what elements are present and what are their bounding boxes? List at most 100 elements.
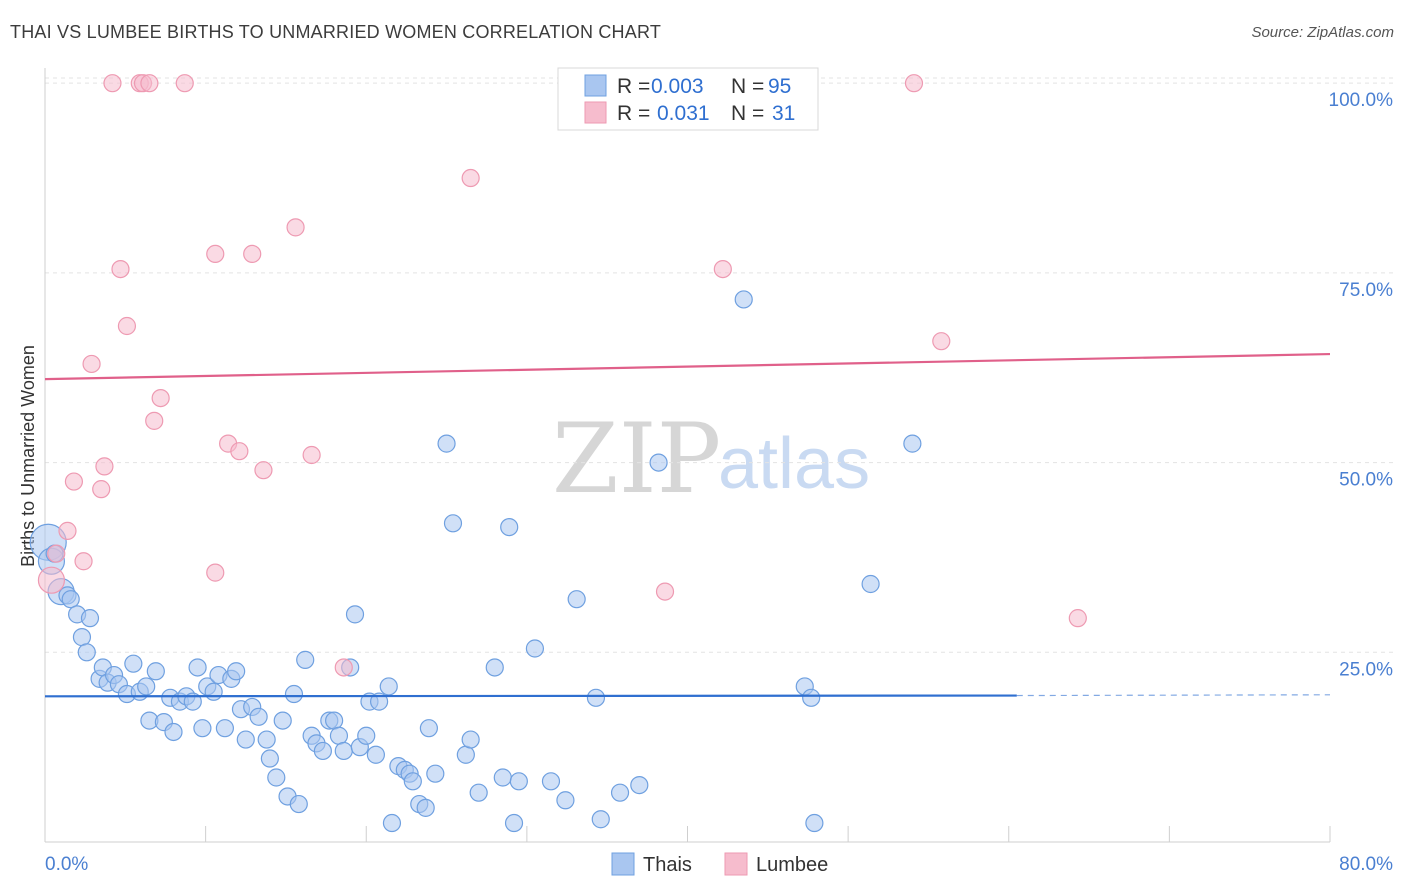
point-lumbee bbox=[655, 582, 675, 601]
legend-r-label-lumbee: R = bbox=[617, 102, 650, 125]
y-axis-label: Births to Unmarried Women bbox=[18, 345, 38, 567]
data-points bbox=[29, 74, 1087, 833]
point-lumbee bbox=[461, 168, 480, 188]
point-thais bbox=[403, 772, 422, 791]
point-thais bbox=[610, 783, 630, 802]
point-thais bbox=[236, 730, 255, 749]
point-thais bbox=[188, 658, 207, 677]
point-thais bbox=[567, 590, 586, 609]
point-lumbee bbox=[286, 218, 305, 237]
watermark-zip: ZIP bbox=[552, 403, 721, 515]
point-thais bbox=[802, 688, 821, 707]
point-thais bbox=[146, 662, 165, 681]
point-lumbee bbox=[82, 354, 101, 374]
legend-n-label-thais: N = bbox=[731, 75, 764, 98]
point-thais bbox=[443, 514, 463, 533]
legend-r-label-thais: R = bbox=[617, 75, 650, 98]
series-label-lumbee: Lumbee bbox=[756, 854, 828, 876]
legend-n-value-lumbee: 31 bbox=[772, 102, 795, 125]
legend-n-value-thais: 95 bbox=[768, 75, 791, 98]
point-thais bbox=[416, 798, 435, 817]
point-lumbee bbox=[47, 544, 66, 563]
point-lumbee bbox=[230, 442, 249, 461]
point-lumbee bbox=[58, 521, 77, 540]
legend-r-value-lumbee: 0.031 bbox=[657, 102, 710, 125]
point-lumbee bbox=[117, 316, 137, 336]
point-thais bbox=[379, 677, 398, 696]
point-lumbee bbox=[932, 332, 951, 351]
point-lumbee bbox=[92, 480, 111, 499]
point-thais bbox=[164, 722, 183, 742]
point-lumbee bbox=[254, 461, 273, 480]
x-ticks bbox=[205, 826, 1331, 842]
series-legend: Thais Lumbee bbox=[611, 852, 828, 876]
trend-line-thais bbox=[44, 694, 1017, 698]
point-thais bbox=[227, 662, 246, 681]
point-thais bbox=[504, 813, 524, 833]
y-tick-label: 50.0% bbox=[1339, 470, 1393, 491]
source-label: Source: ZipAtlas.com bbox=[1251, 24, 1394, 41]
point-lumbee bbox=[302, 445, 321, 465]
point-thais bbox=[183, 692, 202, 711]
point-thais bbox=[366, 745, 385, 764]
point-thais bbox=[493, 768, 512, 787]
point-thais bbox=[273, 711, 292, 730]
watermark-atlas: atlas bbox=[718, 424, 870, 504]
stats-legend: R = 0.003 N = 95 R = 0.031 N = 31 bbox=[557, 67, 819, 131]
point-lumbee bbox=[243, 244, 262, 264]
trend-extension-thais bbox=[1016, 694, 1331, 697]
point-thais bbox=[284, 684, 304, 704]
point-thais bbox=[419, 719, 438, 738]
trend-line-lumbee bbox=[44, 352, 1331, 381]
point-thais bbox=[61, 590, 80, 609]
point-thais bbox=[72, 628, 92, 647]
point-lumbee bbox=[175, 74, 194, 93]
point-thais bbox=[80, 609, 100, 628]
point-thais bbox=[124, 654, 143, 673]
point-thais bbox=[193, 719, 212, 738]
point-thais bbox=[249, 707, 268, 726]
point-thais bbox=[469, 783, 488, 802]
x-tick-label-max: 80.0% bbox=[1339, 854, 1393, 875]
point-thais bbox=[325, 711, 344, 730]
point-thais bbox=[541, 772, 561, 791]
point-lumbee bbox=[1068, 609, 1087, 628]
point-thais bbox=[525, 639, 545, 658]
legend-n-label-lumbee: N = bbox=[731, 102, 764, 125]
point-thais bbox=[329, 726, 349, 745]
point-lumbee bbox=[904, 74, 924, 93]
point-lumbee bbox=[145, 411, 164, 430]
point-thais bbox=[357, 726, 376, 745]
point-thais bbox=[370, 692, 389, 711]
point-thais bbox=[649, 453, 668, 472]
point-thais bbox=[509, 772, 528, 791]
point-thais bbox=[586, 688, 606, 707]
point-thais bbox=[630, 775, 649, 795]
point-thais bbox=[215, 719, 234, 738]
point-thais bbox=[805, 813, 824, 833]
point-thais bbox=[556, 791, 575, 810]
legend-swatch-lumbee bbox=[584, 101, 607, 124]
y-tick-label: 25.0% bbox=[1339, 659, 1393, 680]
watermark: ZIP atlas bbox=[552, 403, 870, 515]
series-swatch-thais bbox=[611, 852, 635, 876]
point-lumbee bbox=[140, 74, 159, 93]
point-lumbee bbox=[103, 74, 122, 93]
point-lumbee bbox=[111, 259, 130, 279]
point-thais bbox=[437, 434, 456, 453]
point-lumbee bbox=[64, 472, 84, 491]
point-thais bbox=[861, 574, 880, 594]
x-tick-label-min: 0.0% bbox=[45, 854, 88, 875]
point-thais bbox=[345, 605, 365, 624]
y-tick-label: 100.0% bbox=[1329, 90, 1394, 111]
point-lumbee bbox=[74, 552, 93, 571]
point-thais bbox=[591, 810, 610, 829]
point-thais bbox=[313, 741, 332, 761]
trend-lines bbox=[44, 352, 1331, 698]
legend-swatch-thais bbox=[584, 74, 607, 97]
y-tick-labels: 25.0% 50.0% 75.0% 100.0% bbox=[1329, 90, 1394, 680]
point-thais bbox=[734, 290, 753, 309]
point-lumbee bbox=[151, 388, 170, 408]
point-thais bbox=[456, 745, 475, 764]
